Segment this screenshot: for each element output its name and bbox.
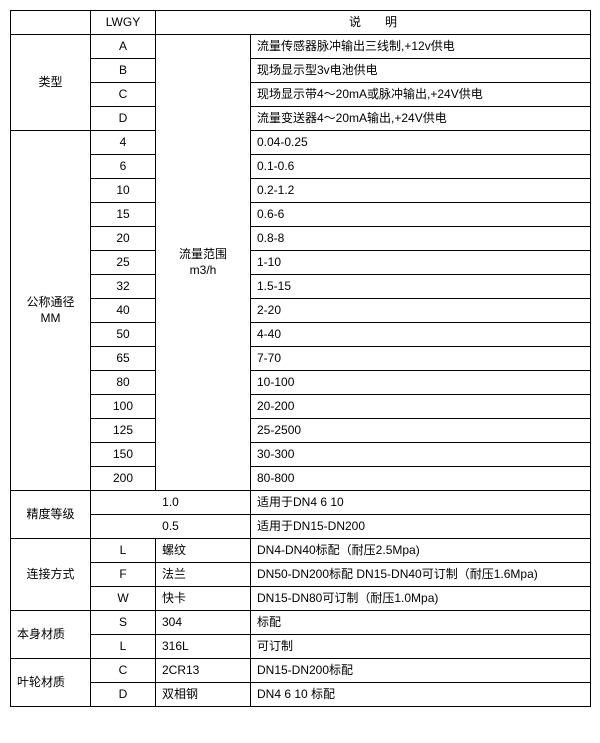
header-lwgy: LWGY	[91, 11, 156, 35]
body-mat-mid: 304	[156, 611, 251, 635]
dn-desc: 20-200	[251, 395, 591, 419]
flow-range-cell: 流量范围 m3/h	[156, 35, 251, 491]
header-desc: 说 明	[156, 11, 591, 35]
accuracy-desc: 适用于DN4 6 10	[251, 491, 591, 515]
dn-code: 10	[91, 179, 156, 203]
type-code: C	[91, 83, 156, 107]
dn-code: 25	[91, 251, 156, 275]
empty-cell	[11, 11, 91, 35]
type-desc: 流量传感器脉冲输出三线制,+12v供电	[251, 35, 591, 59]
accuracy-label: 精度等级	[11, 491, 91, 539]
flow-range-label1: 流量范围	[162, 247, 244, 263]
flow-range-label2: m3/h	[162, 263, 244, 279]
dn-desc: 10-100	[251, 371, 591, 395]
dn-code: 50	[91, 323, 156, 347]
conn-code: L	[91, 539, 156, 563]
dn-code: 4	[91, 131, 156, 155]
dn-desc: 1-10	[251, 251, 591, 275]
conn-desc: DN4-DN40标配（耐压2.5Mpa)	[251, 539, 591, 563]
conn-code: W	[91, 587, 156, 611]
type-code: A	[91, 35, 156, 59]
dn-desc: 2-20	[251, 299, 591, 323]
dn-desc: 0.1-0.6	[251, 155, 591, 179]
dn-desc: 0.8-8	[251, 227, 591, 251]
dn-desc: 0.6-6	[251, 203, 591, 227]
type-code: D	[91, 107, 156, 131]
body-mat-mid: 316L	[156, 635, 251, 659]
dn-code: 125	[91, 419, 156, 443]
specification-table: LWGY 说 明 类型 A 流量范围 m3/h 流量传感器脉冲输出三线制,+12…	[10, 10, 591, 707]
body-mat-code: L	[91, 635, 156, 659]
conn-desc: DN50-DN200标配 DN15-DN40可订制（耐压1.6Mpa)	[251, 563, 591, 587]
accuracy-val: 0.5	[91, 515, 251, 539]
body-mat-desc: 标配	[251, 611, 591, 635]
dn-desc: 30-300	[251, 443, 591, 467]
conn-desc: DN15-DN80可订制（耐压1.0Mpa)	[251, 587, 591, 611]
body-mat-label: 本身材质	[11, 611, 91, 659]
imp-mat-label: 叶轮材质	[11, 659, 91, 707]
type-desc: 现场显示带4～20mA或脉冲输出,+24V供电	[251, 83, 591, 107]
dn-code: 15	[91, 203, 156, 227]
body-mat-desc: 可订制	[251, 635, 591, 659]
dn-label2: MM	[17, 311, 84, 327]
dn-desc: 25-2500	[251, 419, 591, 443]
type-desc: 流量变送器4～20mA输出,+24V供电	[251, 107, 591, 131]
accuracy-desc: 适用于DN15-DN200	[251, 515, 591, 539]
conn-mid: 法兰	[156, 563, 251, 587]
dn-code: 6	[91, 155, 156, 179]
dn-desc: 4-40	[251, 323, 591, 347]
type-label: 类型	[11, 35, 91, 131]
dn-desc: 1.5-15	[251, 275, 591, 299]
conn-label: 连接方式	[11, 539, 91, 611]
dn-code: 65	[91, 347, 156, 371]
conn-mid: 螺纹	[156, 539, 251, 563]
imp-mat-desc: DN4 6 10 标配	[251, 683, 591, 707]
dn-code: 100	[91, 395, 156, 419]
dn-code: 20	[91, 227, 156, 251]
imp-mat-code: D	[91, 683, 156, 707]
dn-code: 150	[91, 443, 156, 467]
imp-mat-mid: 2CR13	[156, 659, 251, 683]
imp-mat-desc: DN15-DN200标配	[251, 659, 591, 683]
dn-desc: 0.04-0.25	[251, 131, 591, 155]
type-desc: 现场显示型3v电池供电	[251, 59, 591, 83]
imp-mat-mid: 双相钢	[156, 683, 251, 707]
dn-code: 40	[91, 299, 156, 323]
dn-label-cell: 公称通径 MM	[11, 131, 91, 491]
dn-code: 80	[91, 371, 156, 395]
imp-mat-code: C	[91, 659, 156, 683]
dn-desc: 0.2-1.2	[251, 179, 591, 203]
dn-code: 200	[91, 467, 156, 491]
dn-label1: 公称通径	[17, 295, 84, 311]
dn-desc: 7-70	[251, 347, 591, 371]
dn-desc: 80-800	[251, 467, 591, 491]
body-mat-code: S	[91, 611, 156, 635]
conn-code: F	[91, 563, 156, 587]
accuracy-val: 1.0	[91, 491, 251, 515]
conn-mid: 快卡	[156, 587, 251, 611]
dn-code: 32	[91, 275, 156, 299]
type-code: B	[91, 59, 156, 83]
